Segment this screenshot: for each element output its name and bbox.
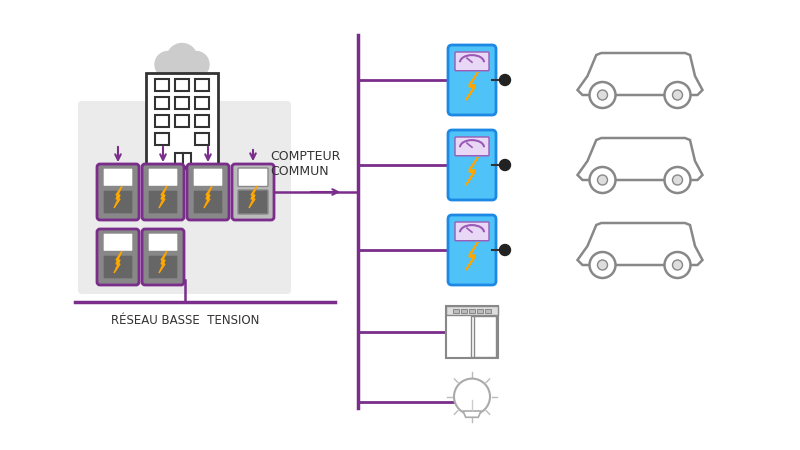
Circle shape — [665, 167, 690, 193]
FancyBboxPatch shape — [103, 255, 133, 279]
FancyBboxPatch shape — [455, 137, 489, 156]
Circle shape — [590, 252, 615, 278]
PathPatch shape — [578, 138, 702, 180]
FancyBboxPatch shape — [175, 96, 189, 108]
FancyBboxPatch shape — [195, 96, 209, 108]
Circle shape — [499, 159, 510, 171]
Circle shape — [673, 260, 682, 270]
FancyBboxPatch shape — [193, 190, 223, 214]
FancyBboxPatch shape — [446, 306, 498, 315]
FancyBboxPatch shape — [187, 164, 229, 220]
FancyBboxPatch shape — [470, 316, 493, 357]
FancyBboxPatch shape — [148, 190, 178, 214]
FancyBboxPatch shape — [155, 78, 169, 90]
FancyBboxPatch shape — [175, 78, 189, 90]
FancyBboxPatch shape — [148, 168, 178, 186]
FancyBboxPatch shape — [103, 168, 133, 186]
Circle shape — [665, 252, 690, 278]
FancyBboxPatch shape — [193, 168, 223, 186]
FancyBboxPatch shape — [195, 114, 209, 126]
FancyBboxPatch shape — [97, 229, 139, 285]
FancyBboxPatch shape — [175, 153, 183, 166]
FancyBboxPatch shape — [183, 153, 191, 166]
Circle shape — [155, 51, 181, 77]
FancyBboxPatch shape — [175, 114, 189, 126]
FancyBboxPatch shape — [485, 309, 491, 312]
Circle shape — [590, 167, 615, 193]
FancyBboxPatch shape — [142, 164, 184, 220]
FancyBboxPatch shape — [238, 168, 268, 186]
FancyBboxPatch shape — [103, 190, 133, 214]
FancyBboxPatch shape — [238, 190, 268, 214]
FancyBboxPatch shape — [148, 233, 178, 252]
Polygon shape — [466, 157, 478, 185]
FancyBboxPatch shape — [448, 45, 496, 115]
Polygon shape — [249, 186, 257, 208]
Circle shape — [499, 244, 510, 256]
Circle shape — [673, 175, 682, 185]
FancyBboxPatch shape — [155, 114, 169, 126]
FancyBboxPatch shape — [446, 306, 498, 358]
Polygon shape — [159, 251, 167, 273]
Polygon shape — [114, 186, 122, 208]
Circle shape — [590, 82, 615, 108]
Circle shape — [673, 90, 682, 100]
FancyBboxPatch shape — [97, 164, 139, 220]
FancyBboxPatch shape — [455, 222, 489, 241]
FancyBboxPatch shape — [474, 316, 495, 357]
FancyBboxPatch shape — [195, 132, 209, 144]
FancyBboxPatch shape — [155, 132, 169, 144]
Circle shape — [454, 378, 490, 414]
FancyBboxPatch shape — [469, 309, 475, 312]
FancyBboxPatch shape — [461, 309, 467, 312]
Circle shape — [183, 51, 209, 77]
FancyBboxPatch shape — [232, 164, 274, 220]
FancyBboxPatch shape — [78, 101, 291, 294]
Polygon shape — [114, 251, 122, 273]
Circle shape — [167, 44, 197, 73]
Polygon shape — [463, 411, 481, 417]
Circle shape — [665, 82, 690, 108]
PathPatch shape — [578, 223, 702, 265]
Circle shape — [499, 75, 510, 86]
Circle shape — [598, 260, 607, 270]
FancyBboxPatch shape — [448, 215, 496, 285]
Circle shape — [598, 175, 607, 185]
Polygon shape — [466, 72, 478, 100]
FancyBboxPatch shape — [155, 96, 169, 108]
Polygon shape — [204, 186, 212, 208]
FancyBboxPatch shape — [146, 72, 218, 167]
FancyBboxPatch shape — [448, 130, 496, 200]
PathPatch shape — [578, 53, 702, 95]
FancyBboxPatch shape — [148, 255, 178, 279]
Text: COMPTEUR
COMMUN: COMPTEUR COMMUN — [270, 150, 340, 178]
Circle shape — [598, 90, 607, 100]
FancyBboxPatch shape — [195, 78, 209, 90]
Polygon shape — [159, 186, 167, 208]
FancyBboxPatch shape — [142, 229, 184, 285]
Text: RÉSEAU BASSE  TENSION: RÉSEAU BASSE TENSION — [111, 314, 259, 327]
Polygon shape — [466, 242, 478, 270]
FancyBboxPatch shape — [477, 309, 483, 312]
FancyBboxPatch shape — [453, 309, 459, 312]
FancyBboxPatch shape — [455, 52, 489, 71]
FancyBboxPatch shape — [103, 233, 133, 252]
